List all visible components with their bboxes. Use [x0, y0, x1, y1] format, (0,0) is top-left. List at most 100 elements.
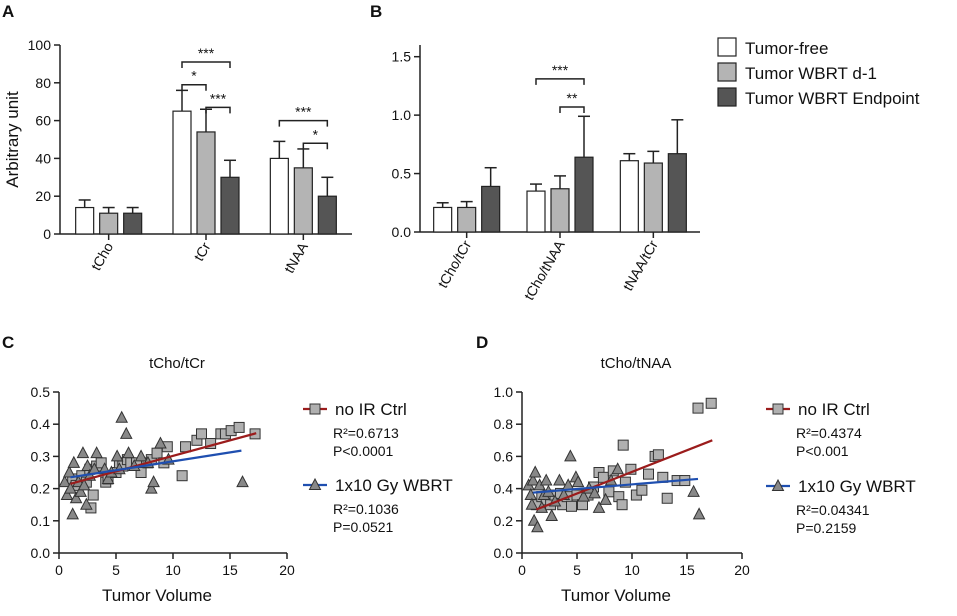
triangle-marker	[90, 446, 103, 459]
legend-label: no IR Ctrl	[335, 400, 407, 419]
scatter-chart-d: tCho/tNAA 0.0 0.2 0.4 0.6 0.8 1.0 0 5 10 15 20 Tumor…	[494, 355, 916, 605]
triangle-marker	[611, 462, 625, 475]
significance-bracket	[559, 106, 585, 113]
square-marker	[309, 403, 321, 415]
legend-label: Tumor-free	[745, 39, 828, 58]
triangle-marker	[122, 446, 135, 459]
fit-line	[532, 477, 699, 494]
significance-bracket	[205, 106, 231, 114]
triangle-marker	[531, 520, 544, 533]
square-marker	[643, 468, 654, 480]
fit-line	[70, 449, 242, 479]
triangle-marker	[526, 473, 540, 486]
x-tick-label: 20	[279, 562, 295, 578]
significance-bracket	[181, 61, 231, 69]
significance-label: ***	[552, 62, 569, 78]
bar	[526, 190, 546, 233]
y-tick-label: 80	[35, 75, 51, 91]
triangle-marker	[64, 481, 77, 494]
bar	[643, 162, 663, 233]
square-marker	[616, 499, 628, 511]
p-value-label: P=0.2159	[796, 520, 857, 536]
panel-letter-c: C	[2, 333, 14, 352]
y-tick-label: 0.2	[31, 481, 51, 497]
square-marker	[180, 441, 192, 453]
panel-letter-b: B	[370, 2, 382, 21]
triangle-marker	[60, 487, 74, 501]
y-tick-label: 0	[43, 226, 51, 242]
triangle-marker	[687, 484, 700, 497]
triangle-marker	[539, 473, 553, 486]
triangle-marker	[553, 473, 566, 486]
triangle-marker	[145, 481, 158, 494]
y-tick-label: 0.5	[31, 384, 51, 400]
x-tick-label: 5	[112, 562, 120, 578]
square-marker	[87, 489, 99, 501]
legend-label: Tumor WBRT d-1	[745, 64, 877, 83]
triangle-marker	[67, 455, 81, 468]
y-tick-label: 0.1	[31, 513, 51, 529]
triangle-marker	[80, 497, 93, 510]
square-marker	[692, 402, 704, 414]
square-marker	[176, 470, 188, 482]
legend-label: no IR Ctrl	[798, 400, 870, 419]
x-tick-label: 10	[624, 562, 640, 578]
x-tick-label: tCho	[88, 239, 117, 273]
y-tick-label: 1.0	[494, 384, 514, 400]
panel-letter-d: D	[476, 333, 488, 352]
triangle-marker	[74, 484, 87, 497]
bar	[317, 195, 337, 235]
x-tick-label: 10	[165, 562, 181, 578]
y-tick-label: 0.4	[494, 481, 514, 497]
bar	[667, 153, 687, 233]
significance-bracket	[535, 78, 585, 85]
y-tick-label: 1.0	[392, 107, 412, 123]
square-marker	[196, 428, 207, 440]
significance-label: *	[313, 126, 319, 142]
y-tick-label: 0.0	[494, 545, 514, 561]
square-marker	[233, 421, 245, 433]
triangle-marker	[528, 465, 542, 478]
legend-swatch	[717, 37, 737, 57]
square-marker	[619, 476, 631, 488]
triangle-marker	[236, 475, 249, 488]
y-tick-label: 20	[35, 188, 51, 204]
triangle-marker	[771, 478, 785, 491]
significance-bracket	[302, 142, 329, 150]
triangle-marker	[692, 507, 706, 520]
triangle-marker	[154, 436, 167, 449]
triangle-marker	[147, 475, 160, 488]
bar	[220, 176, 240, 235]
y-axis-title: Arbitrary unit	[3, 91, 22, 188]
r-squared-label: R²=0.4374	[796, 425, 862, 441]
square-marker	[772, 403, 784, 415]
x-axis-title: Tumor Volume	[102, 586, 212, 605]
triangle-marker	[119, 426, 133, 439]
y-tick-label: 1.5	[392, 49, 412, 65]
triangle-marker	[599, 492, 612, 505]
significance-label: *	[191, 68, 197, 84]
plot-title: tCho/tNAA	[601, 355, 672, 372]
legend-swatch	[717, 87, 737, 107]
square-marker	[661, 492, 673, 504]
x-tick-label: 20	[734, 562, 750, 578]
triangle-marker	[588, 486, 601, 499]
x-tick-label: 0	[518, 562, 526, 578]
x-tick-label: tCho/tNAA	[521, 237, 568, 303]
triangle-marker	[115, 410, 129, 423]
square-marker	[135, 467, 147, 478]
bar	[433, 206, 453, 233]
significance-label: **	[567, 90, 578, 106]
square-marker	[705, 397, 717, 409]
triangle-marker	[101, 471, 115, 484]
triangle-marker	[77, 478, 91, 491]
triangle-marker	[525, 497, 539, 510]
y-tick-label: 100	[28, 37, 52, 53]
p-value-label: P<0.001	[796, 443, 849, 459]
square-marker	[652, 449, 664, 461]
triangle-marker	[76, 446, 90, 459]
x-tick-label: tCho/tCr	[434, 237, 474, 290]
fit-line	[70, 432, 257, 485]
triangle-marker	[524, 487, 538, 501]
